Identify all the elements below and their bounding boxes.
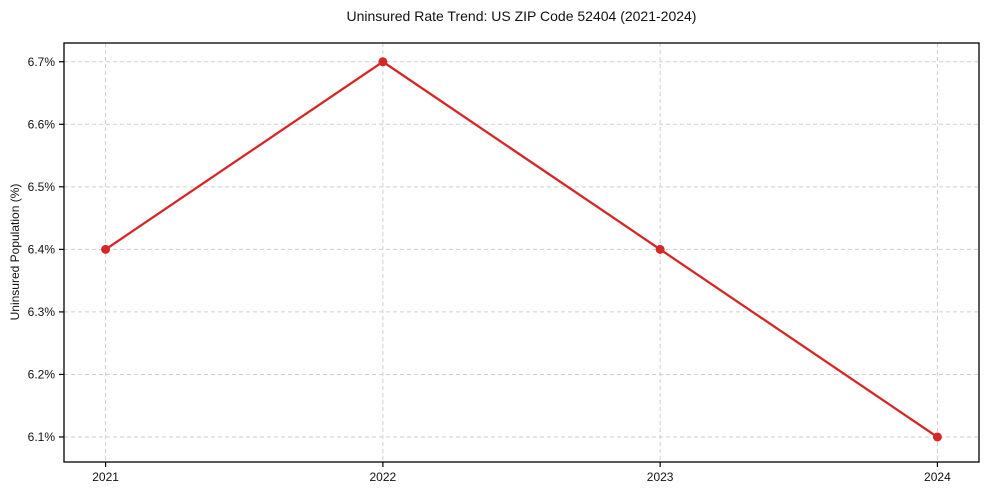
- y-tick-label: 6.3%: [28, 305, 56, 319]
- chart-title: Uninsured Rate Trend: US ZIP Code 52404 …: [346, 8, 697, 24]
- y-tick-label: 6.2%: [28, 367, 56, 381]
- y-tick-label: 6.7%: [28, 55, 56, 69]
- x-tick-label: 2024: [924, 470, 951, 484]
- x-tick-label: 2021: [92, 470, 119, 484]
- y-tick-label: 6.6%: [28, 117, 56, 131]
- data-point-2021: [101, 244, 111, 254]
- data-point-2024: [932, 432, 942, 442]
- data-point-2022: [378, 57, 388, 67]
- x-tick-label: 2022: [370, 470, 397, 484]
- plot-border: [63, 42, 980, 463]
- y-tick-label: 6.4%: [28, 242, 56, 256]
- x-tick-label: 2023: [647, 470, 674, 484]
- y-tick-label: 6.5%: [28, 180, 56, 194]
- y-tick-label: 6.1%: [28, 430, 56, 444]
- trend-line: [104, 60, 939, 439]
- data-point-2023: [655, 244, 665, 254]
